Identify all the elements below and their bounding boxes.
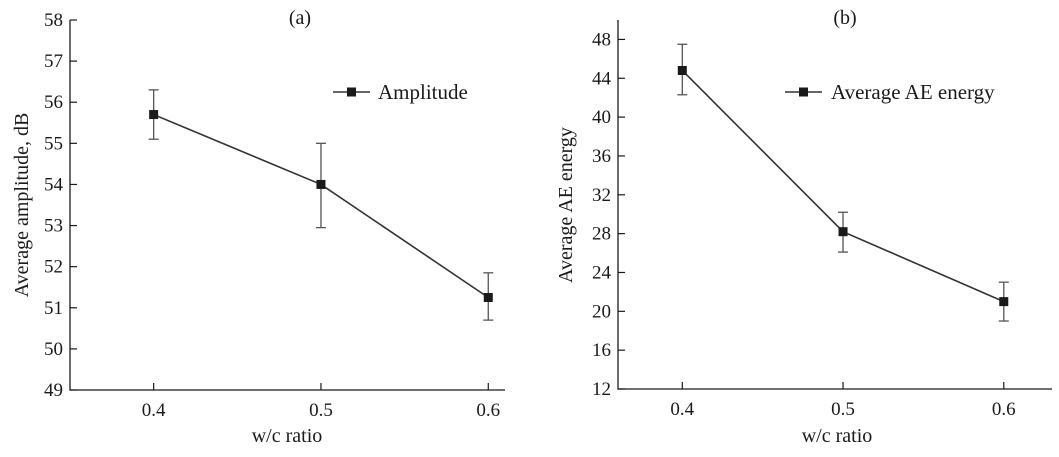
y-tick-label: 51 [44,298,63,319]
y-tick-label: 52 [44,257,63,278]
data-point-marker [999,297,1009,307]
y-tick-label: 32 [592,185,611,206]
x-tick-label: 0.5 [309,400,333,421]
x-axis-title: w/c ratio [252,425,323,447]
y-tick-label: 57 [44,51,63,72]
legend-marker [347,87,356,97]
y-tick-label: 49 [44,380,63,401]
x-tick-label: 0.6 [992,399,1016,420]
y-tick-label: 16 [592,340,611,361]
data-point-marker [149,110,159,120]
y-tick-label: 48 [592,29,611,50]
axes-frame [69,20,505,391]
panel-b: 12 16 20 24 28 32 36 40 44 48 0.4 0.5 0.6 w/c ratio Av… [555,7,1052,447]
y-tick-label: 56 [44,92,63,113]
y-tick-label: 24 [592,262,612,283]
y-tick-label: 28 [592,224,611,245]
legend-label: Amplitude [378,80,468,104]
x-tick-label: 0.5 [831,399,855,420]
legend-marker [799,87,808,97]
x-axis-title: w/c ratio [802,425,873,447]
y-axis-title: Average AE energy [555,127,577,283]
y-tick-label: 40 [592,107,611,128]
y-tick-label: 12 [592,379,611,400]
x-tick-label: 0.4 [670,399,694,420]
panel-label: (b) [833,7,856,29]
y-tick-label: 54 [44,174,64,195]
axes-frame [617,20,1052,390]
x-tick-label: 0.4 [142,400,166,421]
legend-label: Average AE energy [831,80,995,104]
data-point-marker [838,227,848,237]
data-point-marker [316,179,326,189]
panel-label: (a) [289,7,311,29]
y-tick-label: 36 [592,146,611,167]
y-tick-label: 50 [44,339,63,360]
y-tick-label: 20 [592,301,611,322]
panel-a: 49 50 51 52 53 54 55 56 57 58 0.4 0.5 0.6 w/c ratio Av… [11,7,505,447]
y-tick-label: 53 [44,216,63,237]
x-tick-label: 0.6 [476,400,500,421]
data-point-marker [483,293,493,302]
y-axis-title: Average amplitude, dB [11,113,33,298]
y-tick-label: 55 [44,133,63,154]
data-point-marker [677,65,687,75]
y-tick-label: 58 [44,10,63,31]
y-tick-label: 44 [592,68,612,89]
series-line [681,69,1005,303]
